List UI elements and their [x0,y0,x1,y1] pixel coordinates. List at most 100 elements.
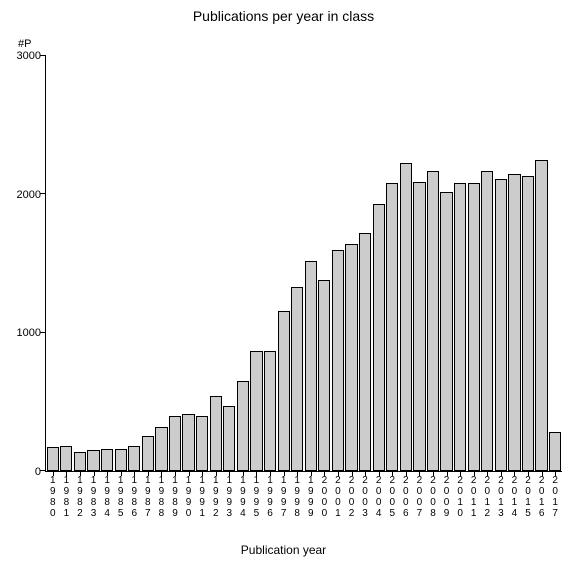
x-tick-label: 1984 [100,475,114,519]
bar-slot [100,56,114,471]
bar-slot [535,56,549,471]
x-tick-label: 1991 [195,475,209,519]
bar [169,416,181,471]
x-tick [487,471,488,476]
x-tick [270,471,271,476]
bar-slot [440,56,454,471]
bar [87,450,99,471]
bar-slot [60,56,74,471]
x-axis-label: Publication year [0,543,567,557]
bar [278,311,290,471]
x-tick-label: 1987 [141,475,155,519]
y-axis-label: #P [18,38,31,50]
bar-slot [508,56,522,471]
bar [345,244,357,471]
bar [318,280,330,471]
x-tick [189,471,190,476]
bar [481,171,493,471]
bar [101,449,113,471]
x-tick-label: 2015 [521,475,535,519]
x-tick [352,471,353,476]
x-tick-label: 2008 [426,475,440,519]
x-tick [555,471,556,476]
x-tick-label: 2001 [331,475,345,519]
x-tick [311,471,312,476]
x-tick-label: 1998 [290,475,304,519]
x-tick-label: 1986 [127,475,141,519]
x-tick-label: 1988 [155,475,169,519]
x-tick [433,471,434,476]
x-tick-label: 2007 [413,475,427,519]
bar [427,171,439,471]
x-tick-label: 2014 [508,475,522,519]
x-tick [474,471,475,476]
bar-slot [73,56,87,471]
x-tick-label: 2002 [345,475,359,519]
bar [223,406,235,471]
x-tick [419,471,420,476]
y-tick-label: 0 [8,466,41,478]
bar [115,449,127,471]
x-labels-group: 1980198119821983198419851986198719881989… [46,475,562,519]
x-tick-label: 2016 [535,475,549,519]
x-tick [175,471,176,476]
x-tick [161,471,162,476]
bar [210,396,222,471]
bar [386,183,398,471]
x-tick [66,471,67,476]
x-tick [121,471,122,476]
bar [196,416,208,471]
bar [440,192,452,471]
bar-slot [290,56,304,471]
x-tick-label: 1989 [168,475,182,519]
y-tick-label: 1000 [8,327,41,339]
x-tick-label: 1985 [114,475,128,519]
x-tick [256,471,257,476]
x-tick [284,471,285,476]
bar-slot [114,56,128,471]
bar-slot [413,56,427,471]
bar-slot [182,56,196,471]
bar-slot [223,56,237,471]
bar-slot [481,56,495,471]
x-tick [80,471,81,476]
bar-slot [318,56,332,471]
bar [468,183,480,471]
x-tick-label: 1983 [87,475,101,519]
x-tick-label: 1993 [223,475,237,519]
x-tick-label: 2000 [318,475,332,519]
x-tick-label: 2005 [385,475,399,519]
bar [264,351,276,471]
bar-slot [372,56,386,471]
x-tick-label: 1980 [46,475,60,519]
bar-slot [494,56,508,471]
bar [400,163,412,471]
x-tick [134,471,135,476]
x-tick [542,471,543,476]
bar [508,174,520,471]
bar-slot [521,56,535,471]
bar [332,250,344,471]
x-tick-label: 1997 [277,475,291,519]
x-tick-label: 1982 [73,475,87,519]
x-tick [243,471,244,476]
bar [522,176,534,471]
bar-slot [141,56,155,471]
bar-slot [155,56,169,471]
bar [60,446,72,471]
bar [413,182,425,471]
x-tick-label: 1994 [236,475,250,519]
x-tick [501,471,502,476]
bar-slot [385,56,399,471]
bar [495,179,507,471]
x-tick-label: 2003 [358,475,372,519]
bar [535,160,547,471]
x-tick-label: 2012 [481,475,495,519]
bar [142,436,154,471]
bar-slot [195,56,209,471]
x-tick-label: 2004 [372,475,386,519]
bar [47,447,59,471]
bar-slot [127,56,141,471]
bar [155,427,167,471]
x-tick-label: 2009 [440,475,454,519]
